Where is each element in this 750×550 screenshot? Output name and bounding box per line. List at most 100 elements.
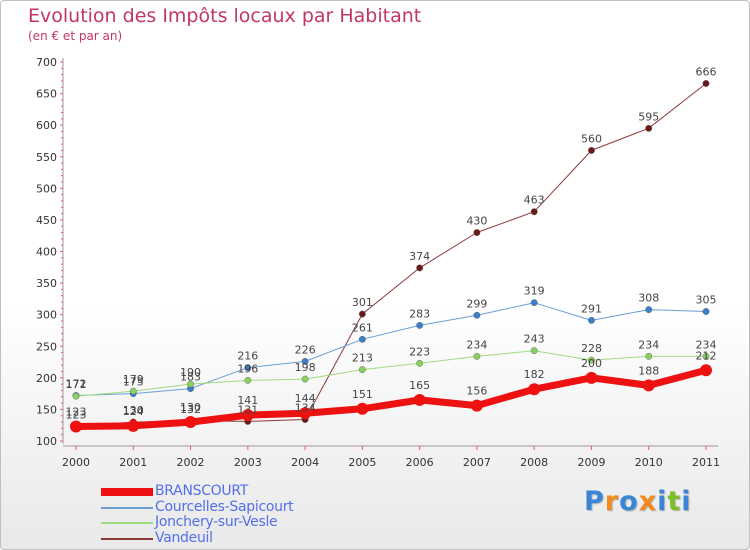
x-tick-label: 2003 [234,456,262,469]
data-label: 151 [352,388,373,401]
y-tick-label: 300 [36,309,57,322]
data-label: 374 [409,250,430,263]
legend-swatch [101,506,153,509]
data-point [187,380,194,388]
series-line-2 [75,350,707,397]
data-label: 179 [123,373,144,386]
data-point [470,399,483,412]
data-label: 305 [696,294,717,307]
data-point [530,347,538,355]
data-point [473,352,481,360]
data-label: 175 [123,376,144,389]
data-label: 430 [466,215,487,228]
x-tick-label: 2000 [62,456,90,469]
data-label: 132 [180,403,201,416]
x-tick-label: 2009 [577,456,605,469]
data-point [184,416,197,429]
data-point [528,383,541,396]
data-point [244,376,252,384]
data-label: 134 [295,402,316,415]
data-point [473,229,481,236]
logo-letter: i [657,486,668,517]
data-label: 595 [638,110,659,123]
data-label: 141 [237,394,258,407]
series-line-3 [72,366,710,430]
data-point [244,364,252,372]
data-point [530,299,538,307]
data-label: 299 [466,297,487,310]
data-label: 171 [66,378,87,391]
y-tick-label: 450 [36,214,57,227]
data-label: 308 [638,292,659,305]
data-label: 319 [524,285,545,298]
y-tick-label: 600 [36,119,57,132]
data-label: 223 [409,345,430,358]
logo-letter: r [604,486,620,517]
data-point [358,335,366,343]
y-tick-label: 500 [36,182,57,195]
data-point [356,402,369,415]
data-label: 234 [466,338,487,351]
chart-title: Evolution des Impôts locaux par Habitant [28,5,422,27]
y-tick-label: 400 [36,246,57,259]
data-label: 291 [581,302,602,315]
logo-letter: t [667,486,682,517]
chart-subtitle: (en € et par an) [28,29,123,43]
x-tick-label: 2011 [692,456,720,469]
x-tick-label: 2008 [520,456,548,469]
data-point [588,316,595,324]
data-point [645,124,653,132]
x-tick-label: 2006 [406,456,434,469]
legend-label: BRANSCOURT [155,483,249,499]
legend-swatch [101,537,153,540]
data-point [702,352,710,360]
legend-label: Courcelles-Sapicourt [155,498,294,515]
data-label: 156 [466,385,487,398]
data-label: 228 [581,342,602,355]
data-point [588,356,595,364]
legend-label: Vandeuil [155,529,213,546]
data-point [301,375,309,383]
data-label: 182 [524,368,545,381]
data-point [358,366,366,374]
legend-label: Jonchery-sur-Vesle [155,514,278,530]
data-point [413,393,426,406]
data-point [70,420,82,433]
data-label: 301 [352,296,373,309]
data-label: 123 [66,408,87,421]
data-point [702,80,710,87]
proxiti-logo: Proxiti [584,486,692,517]
data-point [127,419,140,432]
y-tick-label: 150 [36,403,57,416]
logo-letter: x [638,486,658,517]
data-label: 234 [696,338,717,351]
x-tick-label: 2002 [177,456,205,469]
data-point [700,364,712,377]
y-tick-label: 700 [36,56,57,69]
logo-letter: P [584,486,605,517]
data-point [530,208,538,216]
data-point [299,407,312,420]
y-tick-label: 650 [36,88,57,101]
data-point [588,147,595,154]
data-label: 130 [123,404,144,417]
data-point [129,387,137,395]
data-label: 124 [123,405,144,418]
data-point [241,409,254,422]
data-label: 144 [295,392,316,405]
data-point [473,311,481,319]
data-label: 196 [237,362,258,375]
x-tick-label: 2010 [635,456,663,469]
legend-swatch [101,488,153,496]
data-label: 198 [295,361,316,374]
data-point [585,371,598,384]
data-label: 200 [581,357,602,370]
y-tick-label: 100 [36,435,57,448]
legend-swatch [101,522,153,524]
logo-letter: o [619,486,639,517]
x-tick-label: 2007 [463,456,491,469]
x-tick-label: 2005 [348,456,376,469]
y-tick-label: 350 [36,277,57,290]
